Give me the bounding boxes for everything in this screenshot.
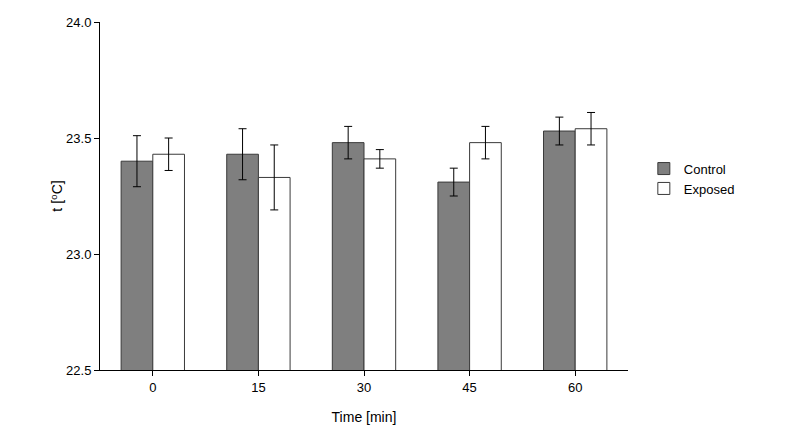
svg-text:23.5: 23.5 <box>66 131 91 146</box>
svg-text:60: 60 <box>568 380 582 395</box>
svg-text:45: 45 <box>462 380 476 395</box>
svg-text:Exposed: Exposed <box>684 182 735 197</box>
svg-text:24.0: 24.0 <box>66 15 91 30</box>
svg-text:t [⁰C]: t [⁰C] <box>49 180 65 211</box>
svg-text:15: 15 <box>251 380 265 395</box>
svg-text:22.5: 22.5 <box>66 363 91 378</box>
svg-text:23.0: 23.0 <box>66 247 91 262</box>
svg-text:Control: Control <box>684 162 726 177</box>
svg-text:30: 30 <box>357 380 371 395</box>
svg-text:0: 0 <box>149 380 156 395</box>
svg-text:Time [min]: Time [min] <box>332 409 397 425</box>
